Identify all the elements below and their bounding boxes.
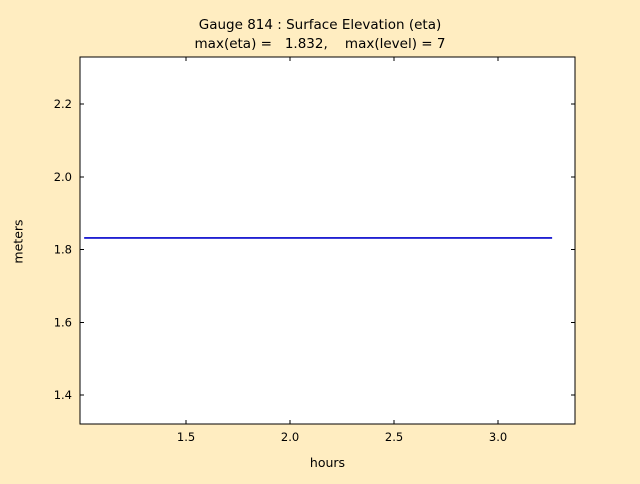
- y-tick-label: 2.2: [54, 97, 72, 111]
- x-axis-label: hours: [309, 455, 346, 470]
- chart-subtitle: max(eta) = 1.832, max(level) = 7: [194, 36, 446, 52]
- y-tick-label: 1.8: [54, 243, 72, 257]
- x-tick-label: 2.5: [385, 430, 403, 444]
- chart-title: Gauge 814 : Surface Elevation (eta): [198, 17, 442, 33]
- y-tick-label: 2.0: [54, 170, 72, 184]
- y-tick-label: 1.4: [54, 388, 72, 402]
- chart-title-block: Gauge 814 : Surface Elevation (eta) max(…: [0, 16, 640, 54]
- x-tick-label: 1.5: [177, 430, 195, 444]
- y-tick-label: 1.6: [54, 315, 72, 329]
- axes-frame: [79, 56, 576, 425]
- x-tick-label: 2.0: [281, 430, 299, 444]
- x-tick-label: 3.0: [489, 430, 507, 444]
- y-axis-label: meters: [10, 219, 26, 264]
